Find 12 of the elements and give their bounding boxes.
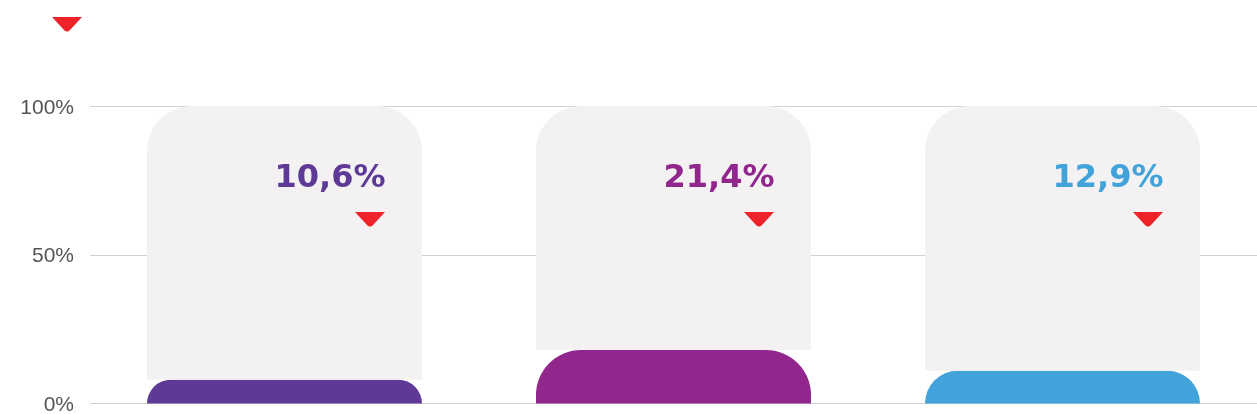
bar <box>536 106 811 350</box>
annotation: 12,9% <box>1051 157 1164 196</box>
y-tick-label: 0% <box>43 392 74 414</box>
bar <box>925 370 1200 404</box>
bar <box>925 106 1200 371</box>
annotation: 21,4% <box>662 157 775 196</box>
bar <box>147 106 422 380</box>
annotation: 10,6% <box>273 157 386 196</box>
y-tick-label: 50% <box>31 243 74 267</box>
bar <box>536 349 811 404</box>
y-tick-label: 100% <box>20 94 74 118</box>
bar <box>147 379 422 404</box>
